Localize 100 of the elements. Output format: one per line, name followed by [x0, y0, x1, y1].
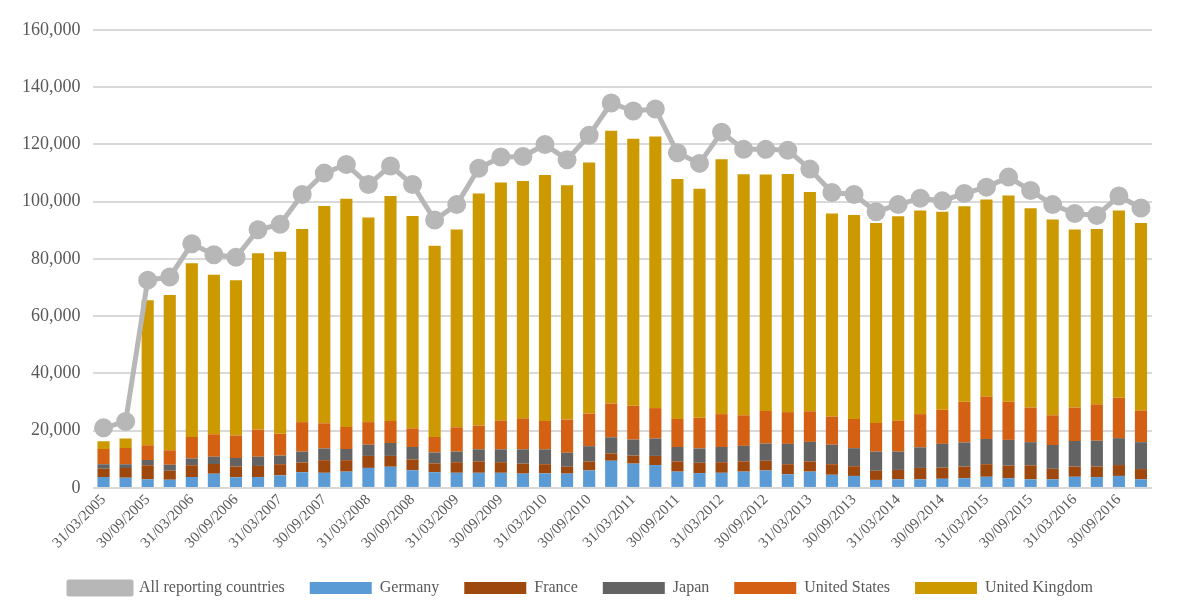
bar: [737, 415, 750, 446]
point: [1109, 186, 1129, 206]
bar: [671, 447, 684, 462]
bar: [1046, 445, 1059, 469]
point: [94, 418, 114, 438]
bar: [605, 130, 618, 404]
point: [491, 147, 511, 167]
bar: [914, 467, 927, 480]
bar: [97, 477, 110, 487]
bar: [958, 466, 971, 479]
bar: [251, 253, 265, 430]
bar: [274, 455, 287, 465]
point: [160, 267, 180, 287]
bar: [494, 472, 507, 487]
bar: [825, 416, 839, 445]
bar: [1090, 440, 1103, 467]
y-tick-label: 0: [71, 476, 81, 497]
bar: [251, 477, 265, 487]
y-tick-label: 40,000: [31, 362, 81, 383]
bar: [229, 477, 243, 487]
bar: [561, 466, 574, 474]
point: [1131, 198, 1151, 218]
bar: [870, 451, 883, 471]
point: [645, 99, 665, 119]
bar: [207, 274, 220, 435]
point: [734, 139, 754, 159]
bar: [958, 401, 971, 443]
bar: [472, 461, 485, 473]
bar: [538, 449, 552, 465]
bar: [693, 417, 706, 449]
bar: [605, 403, 618, 438]
bar: [936, 211, 949, 410]
bar: [715, 159, 728, 415]
bar: [781, 443, 794, 465]
bar: [1002, 439, 1015, 466]
point: [954, 183, 974, 203]
bar: [825, 444, 839, 465]
bar: [803, 461, 816, 472]
bar: [980, 476, 993, 487]
bar: [229, 280, 243, 436]
bar: [185, 465, 198, 478]
bar: [318, 472, 331, 487]
bar: [627, 405, 640, 440]
bar: [1046, 219, 1059, 416]
bar: [583, 413, 596, 447]
bar: [97, 464, 110, 469]
bar: [362, 455, 375, 468]
point: [579, 125, 599, 145]
bar: [1046, 479, 1059, 487]
bar: [318, 206, 331, 424]
bar: [1112, 210, 1125, 398]
bar: [163, 450, 176, 465]
bar: [428, 245, 441, 438]
bar: [362, 422, 375, 445]
bar: [384, 420, 397, 444]
bar: [141, 465, 154, 480]
bar: [561, 473, 574, 487]
point: [999, 167, 1019, 187]
bar: [296, 422, 309, 452]
bar: [914, 210, 927, 415]
bar: [119, 438, 132, 448]
bar: [825, 213, 839, 417]
bar: [406, 216, 419, 429]
point: [403, 175, 423, 195]
y-tick-label: 60,000: [31, 304, 81, 325]
bar: [538, 473, 552, 487]
bar: [1024, 208, 1037, 408]
bar: [914, 447, 927, 468]
bar: [803, 192, 816, 412]
bar: [207, 473, 220, 487]
point: [1065, 203, 1085, 223]
point: [910, 188, 930, 208]
bar: [428, 472, 441, 487]
bar: [538, 420, 552, 450]
point: [557, 150, 577, 170]
bar: [936, 443, 949, 468]
bar: [1112, 465, 1125, 476]
bar: [693, 473, 706, 487]
bar: [1002, 195, 1015, 402]
point: [314, 163, 334, 183]
bar: [119, 464, 132, 468]
bar: [1024, 442, 1037, 466]
bar: [384, 443, 397, 456]
bar: [450, 472, 463, 487]
bar: [185, 458, 198, 466]
bar: [693, 188, 706, 418]
bar: [759, 410, 772, 444]
bar: [583, 446, 596, 462]
bar: [472, 472, 485, 487]
legend-label: Germany: [379, 578, 440, 597]
y-tick-label: 160,000: [22, 18, 81, 39]
bar: [185, 263, 198, 438]
point: [976, 177, 996, 197]
bar: [1090, 477, 1103, 487]
bar: [803, 411, 816, 442]
legend-label: Japan: [672, 578, 710, 597]
bar: [671, 461, 684, 472]
bar: [97, 441, 110, 450]
bar: [1068, 441, 1081, 467]
bar: [1134, 410, 1148, 443]
